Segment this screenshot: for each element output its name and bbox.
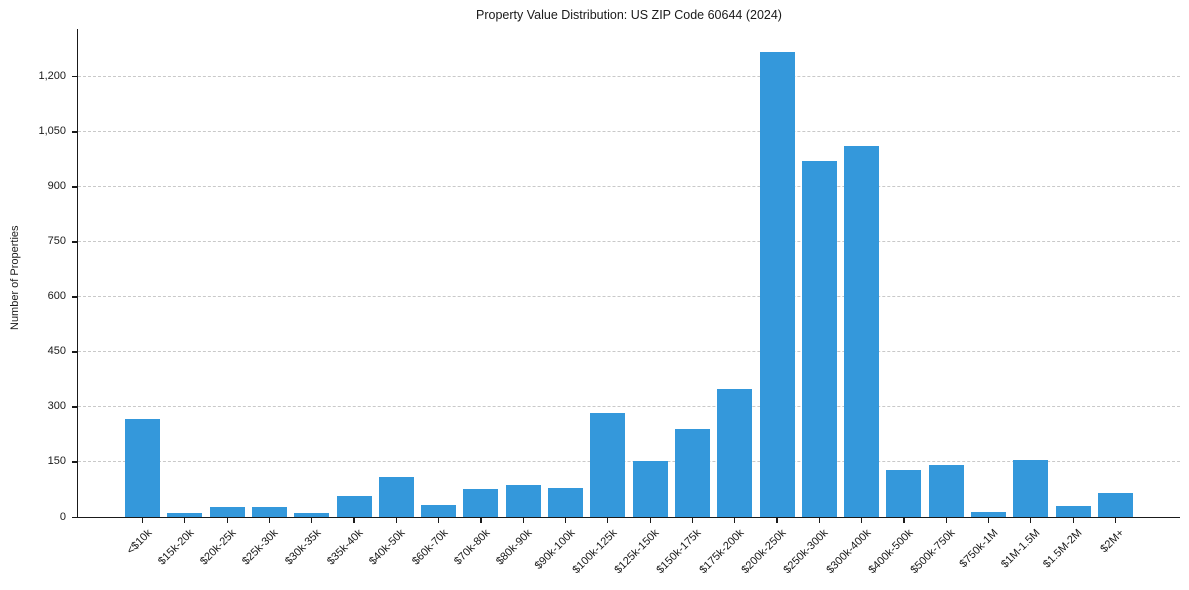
x-tick (607, 518, 609, 523)
y-tick-label: 900 (47, 180, 66, 193)
y-tick (72, 131, 78, 133)
x-tick-label: $1.5M-2M (1041, 527, 1085, 571)
y-tick-label: 450 (47, 345, 66, 358)
x-tick (1114, 518, 1117, 523)
bar (251, 507, 287, 517)
y-tick-label: 0 (59, 510, 66, 523)
bar (759, 51, 795, 517)
y-tick (72, 406, 78, 408)
x-tick (861, 518, 863, 523)
x-tick-label: $25k-30k (240, 527, 281, 568)
y-tick (72, 296, 78, 298)
x-tick (226, 518, 228, 523)
x-tick-label: $30k-35k (282, 527, 324, 568)
bar (886, 470, 922, 517)
x-tick (184, 518, 186, 523)
x-tick (564, 518, 567, 523)
bar (378, 477, 414, 517)
y-tick (72, 186, 78, 188)
bar (209, 506, 245, 517)
bar (674, 428, 710, 517)
bar (336, 496, 372, 517)
x-tick-label: $15k-20k (155, 527, 197, 568)
x-tick-label: $20k-25k (198, 527, 239, 568)
x-tick (395, 518, 397, 523)
gridline (78, 130, 1180, 132)
y-axis-spine (76, 29, 78, 519)
gridline (78, 350, 1180, 352)
x-tick (268, 518, 271, 523)
x-tick-label: $100k-125k (570, 527, 620, 577)
bar (801, 160, 837, 517)
x-tick-label: $1M-1.5M (998, 527, 1043, 571)
bar (294, 512, 330, 517)
x-tick-label: $90k-100k (532, 527, 577, 572)
x-tick-label: $2M+ (1098, 527, 1127, 556)
x-tick (649, 518, 651, 523)
gridline (78, 460, 1180, 462)
x-tick (141, 518, 144, 523)
x-tick (438, 518, 440, 523)
x-tick-label: $40k-50k (367, 527, 408, 568)
y-tick (72, 516, 78, 518)
x-tick-label: $70k-80k (451, 527, 493, 568)
x-axis-spine (76, 517, 1180, 519)
y-tick-label: 300 (47, 400, 66, 413)
bar (167, 512, 203, 517)
bar (844, 145, 880, 517)
y-tick-label: 150 (47, 455, 66, 468)
y-tick-label: 1,200 (38, 70, 66, 83)
bar (971, 512, 1006, 517)
y-tick (72, 76, 78, 78)
bar (125, 419, 160, 517)
x-tick (480, 518, 482, 523)
x-tick-label: $750k-1M (956, 527, 1000, 571)
bar (505, 485, 541, 517)
gridline (78, 75, 1180, 77)
bar (632, 461, 668, 517)
bar (928, 464, 964, 517)
gridline (78, 405, 1180, 407)
x-tick (945, 518, 947, 523)
x-tick-label: $80k-90k (494, 527, 535, 568)
x-tick (1030, 518, 1032, 523)
x-tick (734, 518, 736, 523)
x-tick (776, 518, 778, 523)
y-tick (72, 461, 78, 463)
x-tick (1072, 518, 1074, 523)
x-tick (522, 518, 524, 523)
chart-title: Property Value Distribution: US ZIP Code… (476, 8, 782, 22)
y-tick (72, 241, 78, 243)
bar (1013, 460, 1049, 517)
x-tick-label: $175k-200k (697, 527, 747, 577)
y-tick-label: 750 (47, 235, 66, 248)
gridline (78, 185, 1180, 187)
bar (1055, 506, 1091, 517)
x-tick-label: $150k-175k (654, 527, 704, 577)
bar (1097, 492, 1133, 517)
bar (463, 488, 499, 517)
x-tick (311, 518, 313, 523)
gridline (78, 295, 1180, 297)
x-tick (818, 518, 820, 523)
x-tick (903, 518, 905, 523)
x-tick-label: $60k-70k (409, 527, 451, 568)
gridline (78, 240, 1180, 242)
x-tick-label: <$10k (124, 527, 154, 557)
bar (717, 389, 753, 517)
x-tick-label: $35k-40k (324, 527, 366, 568)
y-tick-label: 1,050 (38, 125, 66, 138)
x-tick (691, 518, 694, 523)
x-tick-label: $300k-400k (823, 527, 874, 577)
y-tick (72, 351, 78, 353)
y-tick-label: 600 (47, 290, 66, 303)
x-tick (353, 518, 355, 523)
bar (590, 413, 626, 517)
x-tick (987, 518, 990, 523)
bar (421, 504, 457, 517)
bar (548, 488, 583, 517)
